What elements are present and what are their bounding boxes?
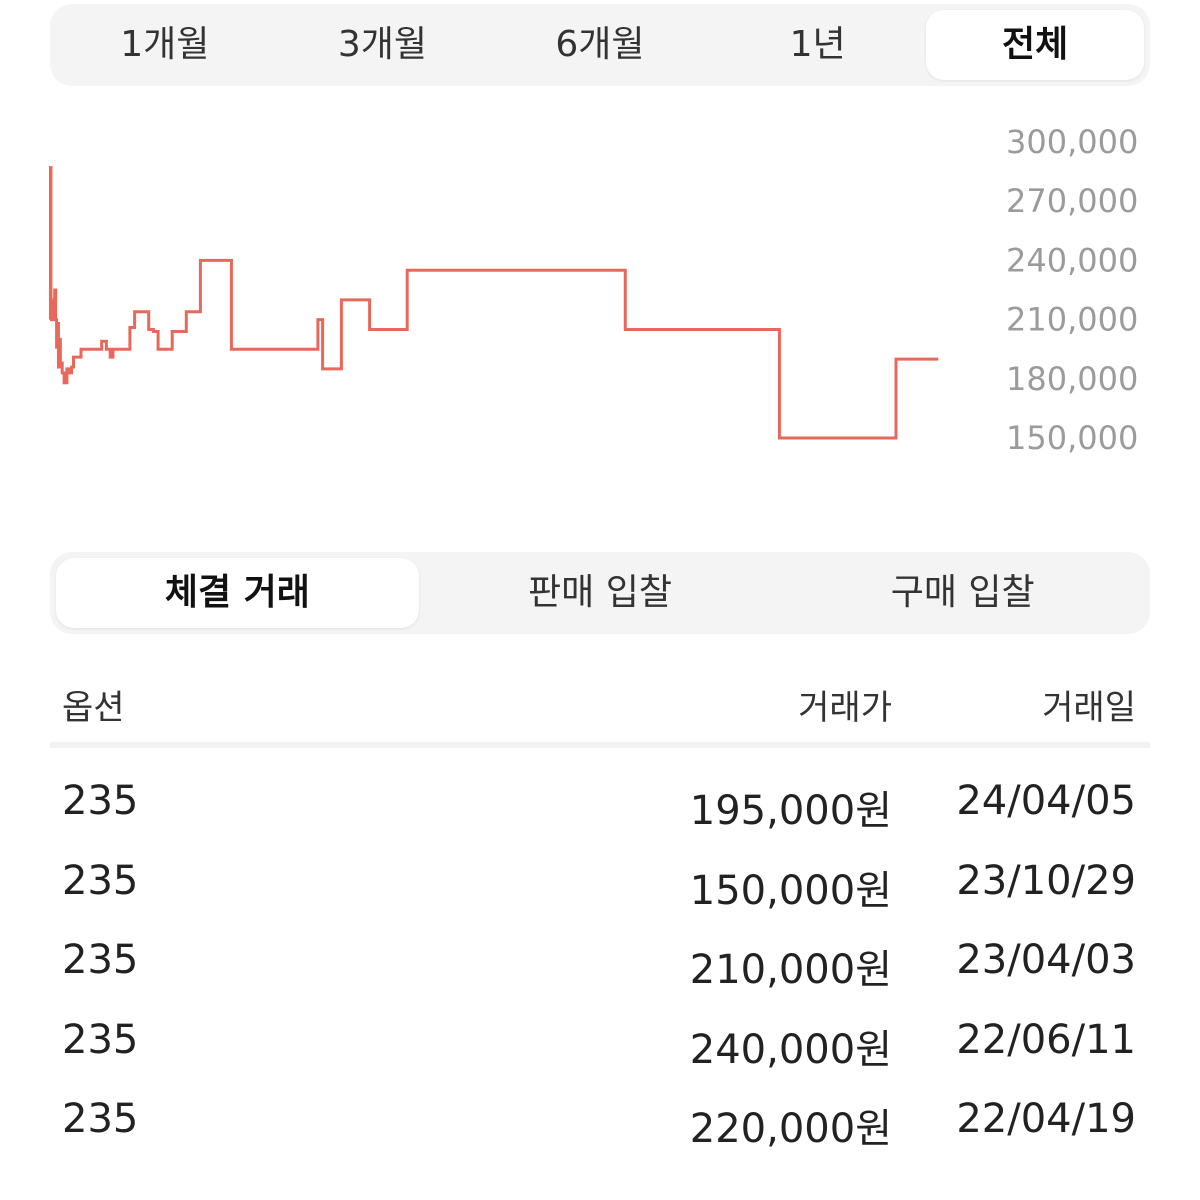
row-price: 240,000원 [689,1026,892,1073]
row-date: 23/10/29 [956,857,1136,904]
price-history-chart: 300,000 270,000 240,000 210,000 180,000 150,0… [48,123,1138,457]
row-price: 210,000원 [689,947,892,993]
table-header: 옵션 거래가 거래일 [50,670,1150,742]
row-date: 23/04/03 [956,937,1136,983]
row-option: 235 [62,778,139,824]
y-tick-label: 150,000 [1006,419,1138,457]
header-date: 거래일 [1042,688,1136,728]
y-tick-label: 300,000 [1006,123,1138,161]
table-row: 235 220,000원 22/04/19 [50,1086,1150,1166]
period-selector: 1개월 3개월 6개월 1년 전체 [50,4,1150,86]
table-row: 235 195,000원 24/04/05 [50,768,1150,848]
row-date: 24/04/05 [956,778,1136,824]
row-option: 235 [62,1016,139,1063]
row-price: 150,000원 [689,867,892,914]
tab-trade-1[interactable]: 판매 입찰 [528,572,672,613]
y-tick-label: 180,000 [1006,360,1138,398]
row-option: 235 [62,1096,139,1142]
table-row: 235 240,000원 22/06/11 [50,1007,1150,1087]
table-row: 235 210,000원 23/04/03 [50,927,1150,1007]
row-price: 195,000원 [689,788,892,834]
tab-period-1[interactable]: 3개월 [337,24,427,65]
tab-trade-0[interactable]: 체결 거래 [56,558,419,628]
tab-period-4[interactable]: 전체 [926,10,1144,80]
trade-list: 235 195,000원 24/04/05 235 150,000원 23/10/29 23… [50,768,1150,1166]
header-option: 옵션 [62,688,125,728]
header-divider [50,742,1150,748]
row-option: 235 [62,857,139,904]
tab-trade-2[interactable]: 구매 입찰 [890,572,1035,613]
tab-period-3[interactable]: 1년 [789,24,846,65]
y-tick-label: 240,000 [1006,241,1138,279]
y-tick-label: 210,000 [1006,301,1138,339]
row-date: 22/04/19 [956,1096,1136,1142]
row-price: 220,000원 [689,1106,892,1152]
header-price: 거래가 [798,688,892,728]
trade-type-selector: 체결 거래 판매 입찰 구매 입찰 [50,552,1150,634]
price-series-line [48,166,939,440]
row-date: 22/06/11 [956,1016,1136,1063]
tab-period-0[interactable]: 1개월 [120,24,210,65]
tab-period-2[interactable]: 6개월 [555,24,645,65]
y-tick-label: 270,000 [1006,182,1138,220]
row-option: 235 [62,937,139,983]
table-row: 235 150,000원 23/10/29 [50,848,1150,928]
